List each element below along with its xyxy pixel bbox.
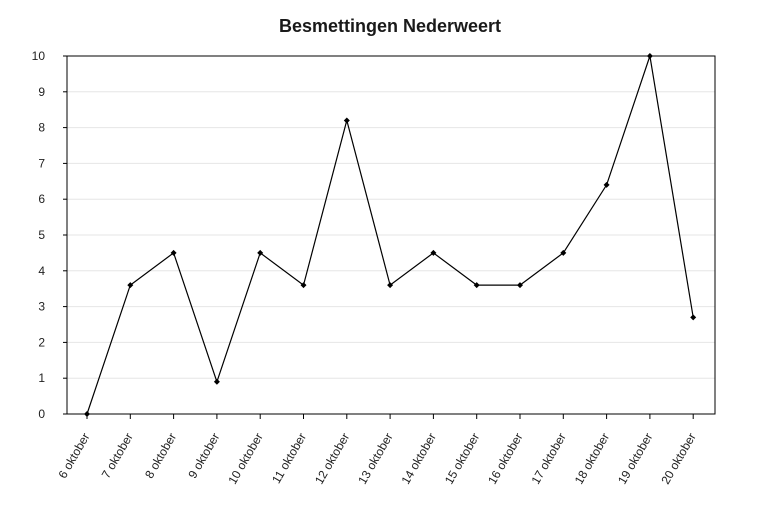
x-tick-label: 14 oktober xyxy=(399,431,439,487)
x-tick-label: 17 oktober xyxy=(528,431,568,487)
x-tick-label: 10 oktober xyxy=(225,431,265,487)
x-tick-label: 8 oktober xyxy=(142,431,179,481)
y-tick-label: 5 xyxy=(38,228,45,242)
data-point-marker xyxy=(127,282,134,289)
y-tick-label: 1 xyxy=(38,371,45,385)
x-axis-ticks: 6 oktober 7 oktober 8 oktober 9 oktober 10 o… xyxy=(55,414,699,487)
x-tick-label: 6 oktober xyxy=(55,431,92,481)
data-point-marker xyxy=(517,282,523,289)
y-tick-label: 2 xyxy=(38,335,45,349)
y-axis-ticks: 0 1 2 3 4 5 6 7 8 9 10 xyxy=(32,49,67,421)
data-point-marker xyxy=(84,411,90,417)
y-tick-label: 9 xyxy=(38,85,45,99)
x-tick-label: 19 oktober xyxy=(615,431,655,487)
y-tick-label: 10 xyxy=(32,49,46,63)
y-tick-label: 0 xyxy=(38,407,45,421)
y-tick-label: 4 xyxy=(38,264,45,278)
data-markers xyxy=(84,53,697,417)
y-tick-label: 7 xyxy=(38,156,45,170)
data-point-marker xyxy=(690,314,697,321)
grid-lines xyxy=(67,91,715,379)
x-tick-label: 9 oktober xyxy=(185,431,222,481)
data-point-marker xyxy=(473,282,480,289)
x-tick-label: 18 oktober xyxy=(572,431,612,487)
x-tick-label: 13 oktober xyxy=(355,431,395,487)
x-tick-label: 16 oktober xyxy=(485,431,525,487)
y-tick-label: 3 xyxy=(38,300,45,314)
x-tick-label: 20 oktober xyxy=(658,431,698,487)
x-tick-label: 11 oktober xyxy=(269,431,309,486)
y-tick-label: 6 xyxy=(38,192,45,206)
y-tick-label: 8 xyxy=(38,121,45,135)
x-tick-label: 7 oktober xyxy=(99,431,136,481)
data-point-marker xyxy=(646,53,653,59)
data-point-marker xyxy=(257,249,264,256)
data-point-marker xyxy=(430,249,437,256)
data-point-marker xyxy=(387,282,394,289)
data-point-marker xyxy=(170,249,177,256)
x-tick-label: 15 oktober xyxy=(442,431,482,487)
data-point-marker xyxy=(560,249,567,256)
data-point-marker xyxy=(343,117,350,124)
chart-title: Besmettingen Nederweert xyxy=(278,16,502,36)
data-point-marker xyxy=(300,282,307,289)
x-tick-label: 12 oktober xyxy=(312,431,352,487)
data-point-marker xyxy=(603,181,610,188)
data-point-marker xyxy=(213,378,220,385)
